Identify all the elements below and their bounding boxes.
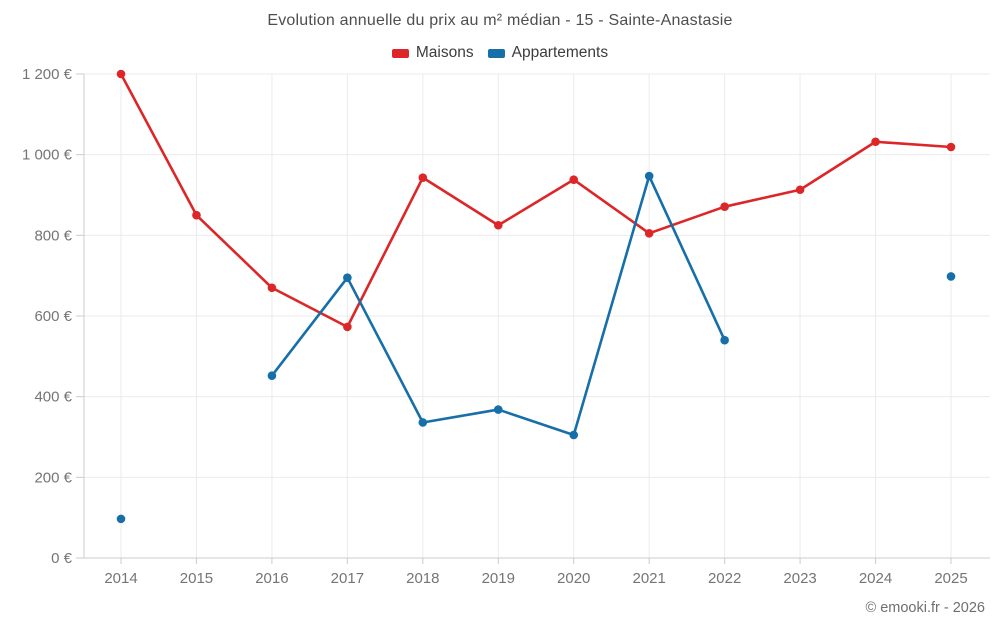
copyright-watermark: © emooki.fr - 2026	[865, 600, 985, 616]
maisons-data-point[interactable]	[871, 137, 880, 147]
maisons-data-point[interactable]	[343, 322, 352, 332]
legend-label-appartements: Appartements	[511, 44, 609, 61]
legend-label-maisons: Maisons	[415, 44, 474, 61]
maisons-data-point[interactable]	[192, 210, 201, 220]
x-tick-label: 2024	[859, 570, 892, 587]
appartements-data-point[interactable]	[418, 418, 428, 427]
appartements-data-point[interactable]	[267, 371, 277, 380]
appartements-data-point[interactable]	[569, 430, 579, 440]
chart-legend: Maisons Appartements	[0, 44, 1000, 62]
maisons-data-point[interactable]	[418, 173, 428, 182]
y-tick-label: 1 200 €	[22, 66, 73, 83]
maisons-data-point[interactable]	[795, 185, 805, 195]
appartements-data-point[interactable]	[720, 335, 729, 345]
x-tick-label: 2016	[255, 570, 288, 587]
appartements-series-swatch-icon	[487, 48, 505, 58]
maisons-series-swatch-icon	[391, 48, 409, 58]
x-tick-label: 2020	[557, 570, 590, 587]
x-tick-label: 2022	[708, 570, 741, 587]
x-tick-label: 2015	[180, 570, 213, 587]
appartements-data-point[interactable]	[644, 171, 654, 181]
y-tick-label: 800 €	[34, 227, 72, 244]
y-tick-label: 400 €	[34, 389, 72, 406]
legend-item-maisons[interactable]: Maisons	[391, 44, 474, 62]
y-tick-label: 1 000 €	[22, 147, 73, 164]
maisons-data-point[interactable]	[569, 175, 579, 184]
chart-title: Evolution annuelle du prix au m² médian …	[267, 12, 733, 29]
x-tick-label: 2019	[482, 570, 515, 587]
y-tick-label: 600 €	[34, 308, 72, 325]
maisons-data-point[interactable]	[946, 142, 956, 152]
y-tick-label: 200 €	[34, 469, 72, 486]
maisons-data-point[interactable]	[267, 283, 277, 293]
maisons-line-segment	[119, 72, 953, 329]
x-tick-label: 2023	[783, 570, 816, 587]
x-tick-label: 2014	[104, 570, 137, 587]
x-tick-label: 2021	[632, 570, 665, 587]
maisons-data-point[interactable]	[116, 69, 126, 79]
appartements-data-point[interactable]	[116, 514, 126, 524]
appartements-data-point[interactable]	[493, 405, 503, 414]
appartements-data-point[interactable]	[343, 273, 352, 282]
maisons-data-point[interactable]	[493, 220, 503, 230]
maisons-data-point[interactable]	[644, 229, 654, 238]
x-tick-label: 2025	[934, 570, 967, 587]
y-tick-label: 0 €	[51, 550, 73, 567]
x-tick-label: 2017	[331, 570, 364, 587]
appartements-data-point[interactable]	[946, 272, 956, 281]
maisons-data-point[interactable]	[720, 202, 729, 211]
legend-item-appartements[interactable]: Appartements	[487, 44, 609, 62]
x-tick-label: 2018	[406, 570, 439, 587]
